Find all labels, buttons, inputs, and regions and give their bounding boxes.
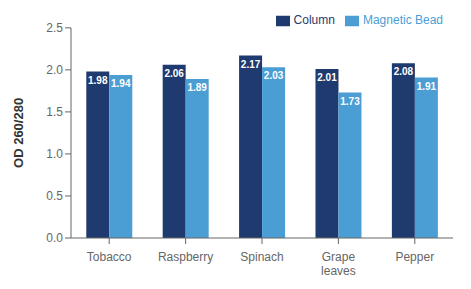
svg-text:Tobacco: Tobacco: [87, 250, 132, 264]
svg-text:2.03: 2.03: [264, 70, 284, 81]
svg-text:1.5: 1.5: [46, 105, 63, 119]
svg-text:0.0: 0.0: [46, 231, 63, 245]
html-text:Magnetic Bead: Magnetic Bead: [362, 13, 443, 27]
svg-text:OD 260/280: OD 260/280: [11, 98, 26, 168]
svg-text:0.5: 0.5: [46, 189, 63, 203]
svg-text:1.73: 1.73: [340, 96, 360, 107]
svg-text:2.06: 2.06: [164, 68, 184, 79]
svg-text:Spinach: Spinach: [240, 250, 283, 264]
svg-text:2.08: 2.08: [394, 66, 414, 77]
svg-text:2.17: 2.17: [241, 59, 261, 70]
svg-text:2.01: 2.01: [317, 72, 337, 83]
svg-text:Grapeleaves: Grapeleaves: [321, 250, 356, 278]
svg-text:Raspberry: Raspberry: [158, 250, 213, 264]
svg-text:1.98: 1.98: [88, 75, 108, 86]
svg-text:1.89: 1.89: [187, 82, 207, 93]
svg-text:2.5: 2.5: [46, 21, 63, 35]
html-text:Column: Column: [293, 13, 335, 27]
svg-text:Pepper: Pepper: [395, 250, 434, 264]
svg-text:2.0: 2.0: [46, 63, 63, 77]
svg-text:1.94: 1.94: [111, 78, 131, 89]
svg-text:1.0: 1.0: [46, 147, 63, 161]
svg-text:1.91: 1.91: [417, 81, 437, 92]
